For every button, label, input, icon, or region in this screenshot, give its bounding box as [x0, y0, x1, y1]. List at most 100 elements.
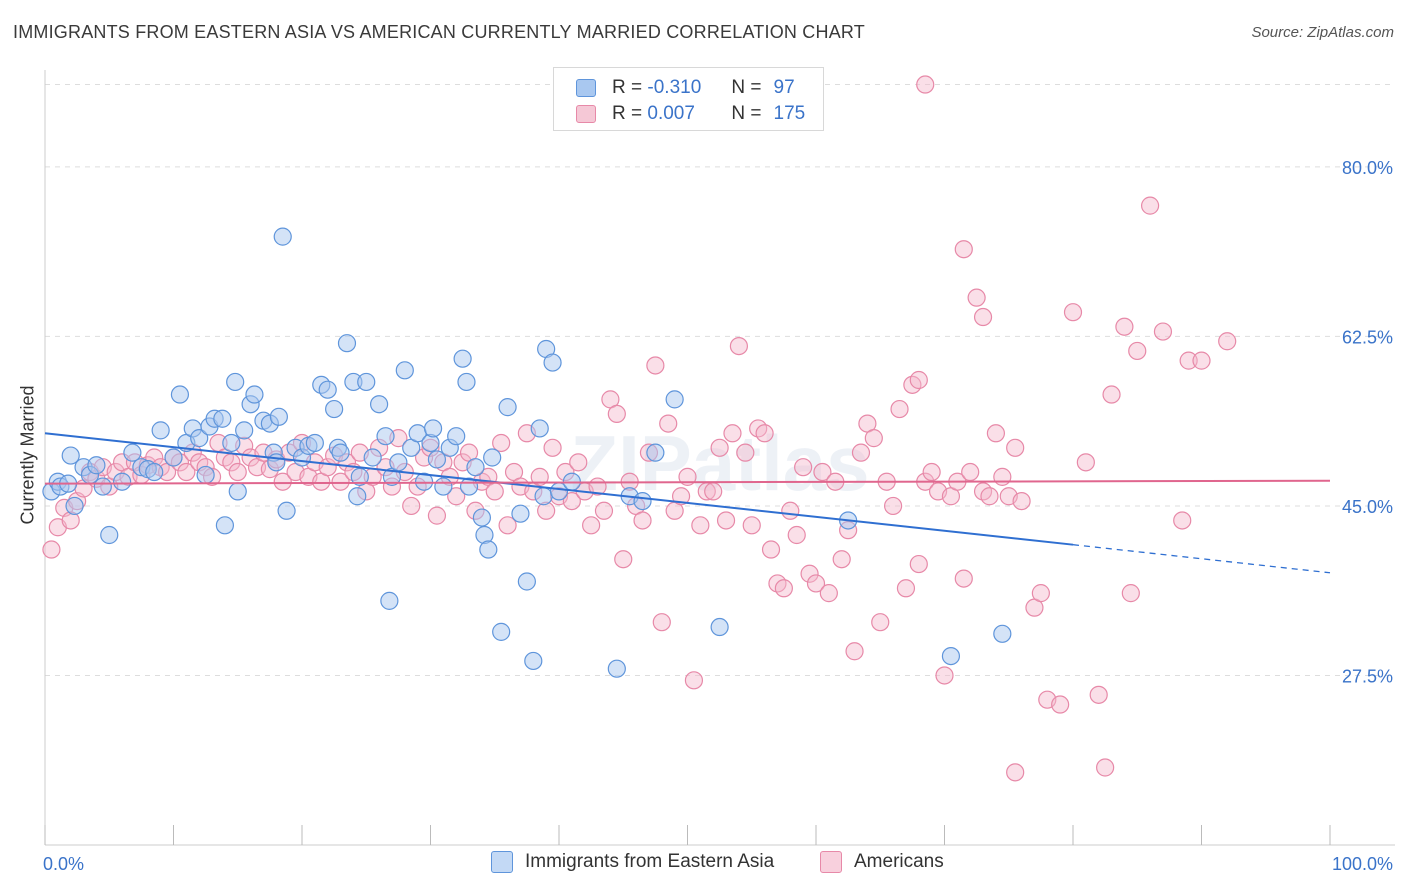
- eastern-asia-point: [222, 433, 241, 453]
- eastern-asia-point: [543, 353, 562, 372]
- bottom-legend-americans: Americans: [820, 851, 944, 873]
- americans-point: [228, 462, 247, 482]
- americans-point: [973, 307, 993, 327]
- eastern-asia-point: [466, 458, 485, 477]
- americans-point: [967, 288, 986, 307]
- americans-point: [569, 453, 588, 472]
- americans-point: [402, 496, 421, 516]
- eastern-asia-point: [457, 372, 476, 392]
- americans-point: [42, 540, 61, 559]
- americans-point: [890, 399, 909, 419]
- eastern-asia-point: [87, 456, 106, 475]
- americans-point: [659, 414, 678, 433]
- eastern-asia-point: [363, 448, 382, 467]
- legend-n-value: 175: [773, 103, 806, 124]
- eastern-asia-point: [145, 462, 164, 482]
- eastern-asia-point: [215, 516, 234, 535]
- eastern-asia-trend-line: [44, 432, 1074, 546]
- americans-point: [922, 462, 941, 482]
- bottom-legend-label: Immigrants from Eastern Asia: [525, 851, 775, 872]
- tick-labels: 27.5% 45.0% 62.5% 80.0% 0.0% 100.0%: [43, 158, 1393, 874]
- bottom-legend-swatch-blue: [491, 851, 513, 873]
- bottom-legend-swatch-pink: [820, 851, 842, 873]
- legend-r-value: -0.310: [647, 77, 702, 98]
- eastern-asia-point: [472, 508, 491, 527]
- eastern-asia-point: [370, 395, 389, 414]
- americans-point: [896, 579, 916, 598]
- americans-point: [774, 579, 793, 598]
- eastern-asia-point: [123, 443, 142, 462]
- legend-swatch-pink: [576, 105, 596, 123]
- americans-point: [883, 496, 903, 516]
- y-axis-label: Currently Married: [17, 385, 38, 525]
- americans-point: [1218, 332, 1237, 351]
- eastern-asia-point: [524, 651, 543, 671]
- eastern-asia-point: [380, 591, 399, 610]
- americans-point: [678, 467, 697, 486]
- eastern-asia-point: [348, 487, 367, 506]
- correlation-legend: R = -0.310 N = 97 R = 0.007 N = 175: [553, 67, 824, 131]
- americans-point: [1173, 511, 1192, 530]
- americans-point: [710, 438, 729, 457]
- eastern-asia-point: [633, 491, 652, 511]
- americans-point: [1051, 695, 1070, 714]
- americans-point: [916, 75, 935, 94]
- eastern-asia-point: [228, 482, 247, 501]
- legend-r-value: 0.007: [647, 103, 695, 124]
- americans-point: [845, 642, 864, 661]
- legend-n-label: N =: [731, 103, 762, 124]
- eastern-asia-point: [245, 385, 264, 404]
- americans-point: [729, 336, 749, 356]
- americans-point: [498, 516, 517, 535]
- americans-point: [1153, 322, 1173, 341]
- americans-point: [1089, 685, 1108, 704]
- eastern-asia-point: [337, 334, 357, 353]
- americans-point: [485, 482, 504, 501]
- americans-point: [980, 487, 999, 506]
- x-tick-label: 0.0%: [43, 854, 84, 874]
- americans-point: [1115, 317, 1134, 336]
- axes: [44, 70, 1395, 846]
- americans-point: [864, 429, 883, 448]
- americans-point: [684, 671, 704, 690]
- americans-point: [832, 550, 851, 569]
- americans-point: [543, 438, 562, 457]
- americans-point: [909, 554, 928, 574]
- eastern-asia-point: [331, 443, 350, 462]
- americans-point: [594, 501, 614, 520]
- eastern-asia-point: [423, 419, 443, 438]
- americans-point: [1031, 584, 1050, 603]
- legend-swatch-blue: [576, 79, 596, 97]
- eastern-asia-point: [100, 525, 119, 545]
- eastern-asia-point: [710, 617, 729, 637]
- eastern-asia-point: [325, 399, 344, 419]
- eastern-asia-point: [492, 622, 511, 641]
- americans-point: [492, 433, 511, 453]
- y-tick-label: 80.0%: [1342, 158, 1393, 178]
- eastern-asia-point: [607, 659, 626, 678]
- eastern-asia-points: [42, 227, 1012, 678]
- eastern-asia-point: [213, 409, 232, 428]
- eastern-asia-point: [534, 487, 553, 506]
- americans-point: [1192, 351, 1211, 370]
- americans-point: [761, 540, 781, 559]
- americans-point: [1012, 491, 1031, 511]
- eastern-asia-point: [305, 433, 324, 453]
- americans-point: [813, 462, 832, 482]
- eastern-asia-point: [941, 646, 961, 666]
- americans-point: [1121, 584, 1140, 603]
- americans-point: [742, 516, 761, 535]
- americans-point: [273, 472, 292, 491]
- eastern-asia-point: [517, 572, 536, 591]
- eastern-asia-point: [65, 496, 84, 516]
- eastern-asia-point: [93, 477, 112, 496]
- eastern-asia-point: [414, 472, 434, 491]
- eastern-asia-point: [479, 540, 498, 559]
- eastern-asia-point: [196, 465, 215, 485]
- legend-n-label: N =: [731, 77, 762, 98]
- eastern-asia-point: [357, 372, 376, 392]
- eastern-asia-point: [112, 472, 132, 491]
- legend-row-americans: R = 0.007 N = 175: [576, 102, 805, 126]
- eastern-asia-point: [151, 421, 170, 440]
